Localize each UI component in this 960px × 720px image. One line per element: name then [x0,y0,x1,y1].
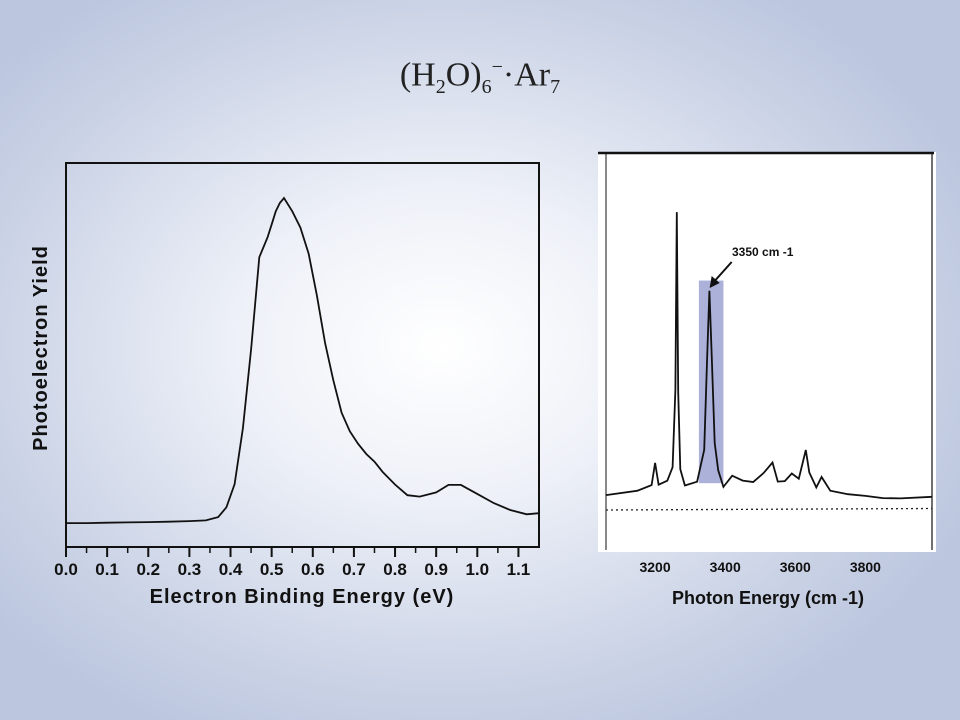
ir-highlight-band [698,280,724,484]
title-mid: O) [445,56,482,94]
pes-x-ticks: 0.0 0.1 0.2 0.3 0.4 0.5 0.6 0.7 0.8 0.9 1.0 1.1 [54,547,530,579]
pes-y-axis-title: Photoelectron Yield [30,245,52,451]
ir-annotation-arrowhead [709,276,720,288]
pes-x-tick-label: 0.9 [424,560,448,579]
pes-chart: 0.0 0.1 0.2 0.3 0.4 0.5 0.6 0.7 0.8 0.9 1.0 1.1 Ele… [30,162,540,608]
title-sub-1: 2 [435,76,446,99]
ir-plot-bg [598,152,936,552]
slide-title: (H2O)6−·Ar7 [0,56,960,99]
ir-x-tick-label: 3600 [780,559,811,575]
pes-x-tick-label: 0.3 [178,560,202,579]
pes-x-tick-label: 0.5 [260,560,284,579]
ir-x-axis-title: Photon Energy (cm -1) [672,588,864,608]
ir-annotation-arrow [713,261,733,282]
pes-x-tick-label: 0.2 [136,560,160,579]
ir-x-tick-label: 3800 [850,559,881,575]
pes-x-tick-label: 0.0 [54,560,78,579]
pes-x-tick-label: 1.1 [507,560,531,579]
title-sub-3: 7 [550,76,561,99]
ir-series-line [605,212,933,500]
pes-x-tick-label: 0.1 [95,560,119,579]
title-end: ·Ar [502,56,551,94]
ir-baseline-dotted [605,507,933,511]
pes-x-axis-title: Electron Binding Energy (eV) [150,586,455,608]
pes-x-tick-label: 0.7 [342,560,366,579]
pes-x-tick-label: 1.0 [465,560,489,579]
ir-annotation-label: 3350 cm -1 [732,245,794,259]
pes-x-tick-label: 0.6 [301,560,325,579]
pes-x-tick-label: 0.4 [219,560,243,579]
title-charge: − [491,56,503,78]
pes-plot-frame [65,162,540,548]
ir-x-tick-label: 3400 [710,559,741,575]
ir-chart: 3350 cm -1 3200 3400 3600 3800 Photon Energ… [598,151,936,608]
pes-x-tick-label: 0.8 [383,560,407,579]
pes-series-line [66,196,540,524]
ir-x-tick-label: 3200 [639,559,670,575]
title-sub-2: 6 [481,76,492,99]
ir-x-ticks: 3200 3400 3600 3800 [639,559,881,575]
title-base: (H [399,56,436,94]
